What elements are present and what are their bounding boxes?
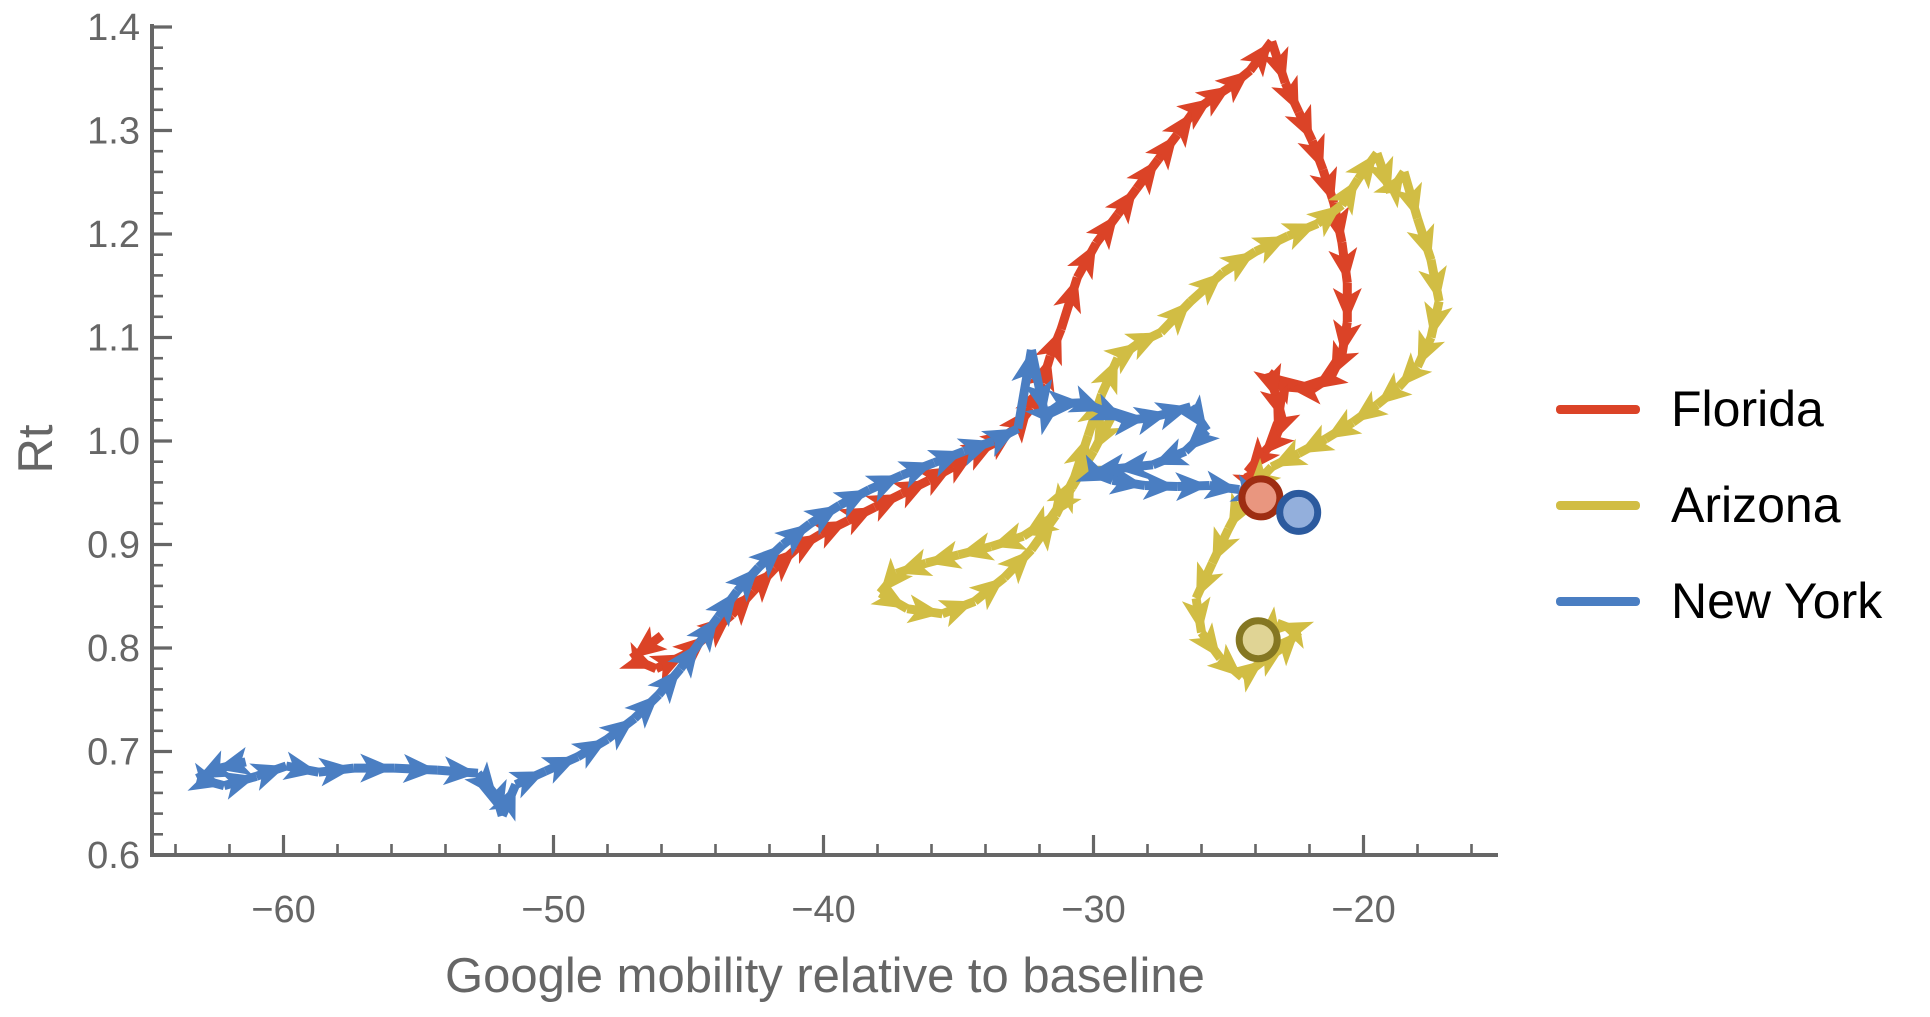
end-marker-new-york [1276,489,1322,535]
legend: Florida Arizona New York [1556,361,1882,649]
series-arizona [870,150,1453,693]
x-tick-label: −40 [791,889,855,931]
y-tick-label: 1.1 [87,318,140,360]
x-tick-label: −50 [521,889,585,931]
legend-label-arizona: Arizona [1671,477,1841,533]
y-tick-label: 0.9 [87,525,140,567]
legend-item-newyork: New York [1556,553,1882,649]
y-tick-label: 1.0 [87,421,140,463]
x-tick-label: −60 [251,889,315,931]
y-tick-label: 1.2 [87,214,140,256]
y-tick-label: 0.7 [87,732,140,774]
legend-item-arizona: Arizona [1556,457,1882,553]
legend-label-florida: Florida [1671,381,1824,437]
x-tick-label: −30 [1061,889,1125,931]
arizona-line-swatch-icon [1556,500,1640,510]
florida-line-swatch-icon [1556,404,1640,414]
end-marker-florida [1238,475,1284,521]
x-tick-label: −20 [1331,889,1395,931]
y-tick-label: 0.8 [87,628,140,670]
y-tick-label: 0.6 [87,835,140,877]
y-tick-label: 1.3 [87,111,140,153]
x-axis-title: Google mobility relative to baseline [445,949,1205,1003]
new-york-line-swatch-icon [1556,596,1640,606]
legend-label-newyork: New York [1671,573,1883,629]
y-axis-title: Rt [9,424,63,474]
end-marker-arizona [1235,617,1281,663]
y-tick-label: 1.4 [87,7,140,49]
series-new-york [187,348,1301,822]
legend-item-florida: Florida [1556,361,1882,457]
